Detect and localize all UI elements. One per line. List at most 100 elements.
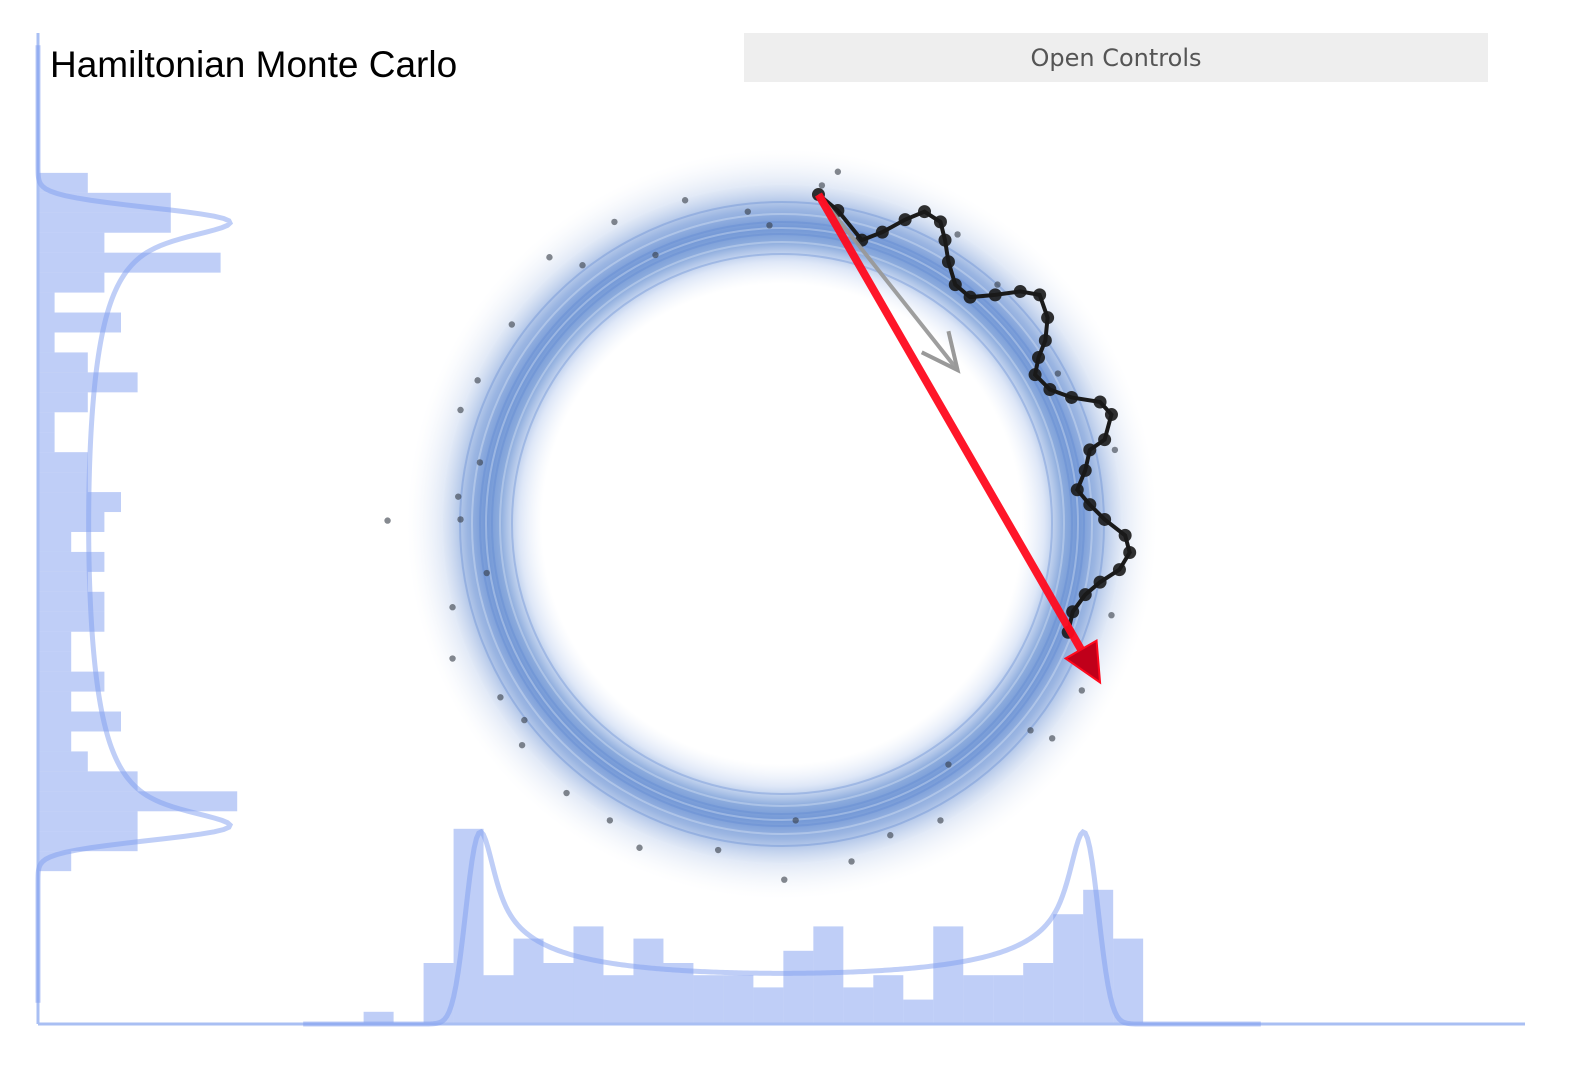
x-histogram-bar (1113, 938, 1144, 1024)
proposal-arrow-shaft (815, 192, 1089, 659)
trajectory-point (1043, 382, 1057, 396)
y-histogram-bar (38, 392, 88, 413)
x-histogram-bar (363, 1011, 394, 1024)
y-histogram-bar (38, 412, 55, 433)
trajectory-point (938, 233, 952, 247)
x-histogram-bar (783, 950, 814, 1024)
y-histogram-bar (38, 671, 105, 692)
sample-point (744, 208, 751, 215)
x-histogram-bar (753, 987, 784, 1024)
y-histogram-bar (38, 312, 121, 333)
sample-point (449, 655, 456, 662)
y-histogram-bar (38, 651, 72, 672)
trajectory-point (1104, 408, 1118, 422)
trajectory-point (1093, 395, 1107, 409)
sample-point (636, 844, 643, 851)
trajectory-point (1066, 605, 1080, 619)
ring-contour (499, 241, 1065, 807)
y-histogram-bar (38, 432, 55, 453)
x-histogram-bar (1053, 914, 1084, 1024)
sample-point (497, 694, 504, 701)
y-histogram-bar (38, 232, 105, 253)
trajectory-point (933, 215, 947, 229)
page-title: Hamiltonian Monte Carlo (50, 44, 458, 85)
sample-point (1054, 370, 1062, 377)
trajectory-point (963, 290, 977, 304)
y-histogram-bar (38, 631, 72, 652)
sample-point (579, 262, 586, 269)
sample-point (508, 321, 516, 328)
sample-point (652, 251, 659, 259)
y-histogram-bar (38, 531, 72, 552)
y-histogram-bar (38, 711, 121, 732)
y-histogram-bar (38, 591, 105, 612)
x-histogram-bar (933, 926, 964, 1024)
trajectory-point (1013, 284, 1027, 298)
sample-point (1048, 735, 1056, 742)
y-histogram-bar (38, 472, 88, 493)
trajectory-point (1118, 528, 1132, 542)
y-histogram-bar (38, 372, 138, 393)
trajectory-point (1083, 443, 1097, 457)
x-histogram-bar (993, 975, 1024, 1024)
ring-contour (491, 233, 1073, 815)
x-histogram-bar (963, 975, 994, 1024)
y-density-curve (35, 45, 234, 1003)
trajectory-point (898, 213, 912, 227)
sample-point (848, 858, 855, 865)
sample-point (887, 832, 894, 839)
sample-point (449, 604, 456, 611)
trajectory-point (875, 225, 889, 239)
sample-point (521, 716, 528, 724)
trajectory-point (1112, 563, 1126, 577)
trajectory-point (1070, 483, 1084, 497)
y-histogram-bar (38, 172, 88, 193)
ring-contour (479, 221, 1085, 827)
sample-point (455, 493, 462, 500)
sample-point (483, 569, 490, 577)
y-histogram-bar (38, 551, 105, 572)
trajectory-point (1083, 498, 1097, 512)
x-histogram-bar (453, 828, 484, 1024)
ring-density-fill (407, 149, 1157, 899)
y-histogram-bar (38, 691, 72, 712)
sample-point (518, 741, 526, 749)
y-histogram-bar (38, 452, 88, 473)
x-histogram-bar (633, 938, 664, 1024)
sample-point (1111, 446, 1119, 454)
momentum-arrow-head (920, 330, 961, 374)
sample-point (546, 254, 553, 261)
y-histogram-bar (38, 332, 55, 353)
ring-contour (441, 183, 1123, 865)
trajectory-point (918, 205, 931, 219)
x-histogram-bar (513, 938, 544, 1024)
ring-contour (485, 227, 1079, 821)
trajectory-point (1093, 575, 1107, 589)
y-histogram-bar (38, 252, 221, 273)
x-histogram-bar (873, 975, 904, 1024)
sample-point (781, 876, 788, 883)
trajectory-point (1065, 390, 1079, 404)
sample-point (474, 377, 481, 384)
sample-point (1027, 727, 1034, 734)
sample-point (384, 517, 391, 524)
open-controls-button[interactable]: Open Controls (744, 33, 1488, 82)
trajectory-point (1033, 288, 1047, 302)
sample-point (1078, 687, 1086, 694)
sample-point (937, 817, 944, 824)
x-histogram-bar (693, 975, 724, 1024)
y-histogram-bar (38, 731, 72, 752)
y-histogram-bar (38, 811, 138, 832)
sample-point (1108, 612, 1115, 619)
y-histogram-bar (38, 611, 105, 632)
y-histogram-bar (38, 512, 105, 532)
target-density-ring (407, 149, 1157, 899)
trajectory-point (941, 255, 955, 269)
sample-point (818, 182, 826, 189)
y-histogram-bar (38, 571, 88, 592)
trajectory-point (1098, 433, 1112, 447)
trajectory-point (1041, 311, 1055, 325)
x-histogram-bar (1023, 963, 1054, 1024)
ring-contour (471, 213, 1093, 835)
